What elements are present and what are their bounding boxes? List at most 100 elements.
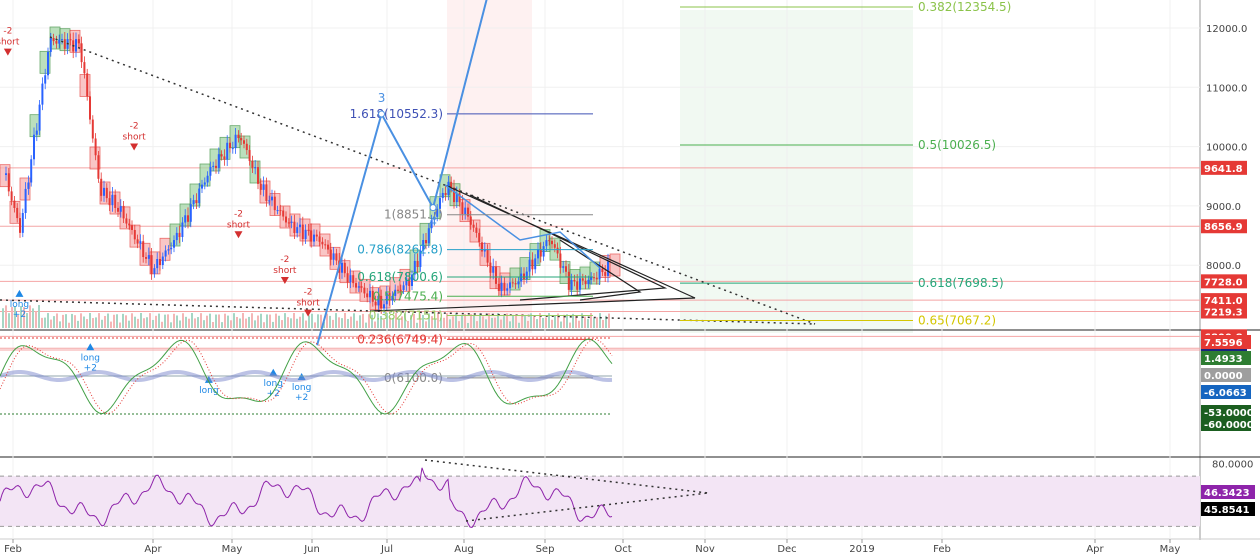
volume-bar [125, 315, 127, 328]
volume-bar [311, 313, 313, 328]
volume-bar [599, 313, 601, 328]
candle-body [601, 268, 604, 273]
volume-bar [212, 322, 214, 328]
candle-body [545, 240, 548, 247]
candle-body [279, 210, 282, 212]
candle-body [187, 215, 189, 222]
volume-bar [506, 313, 508, 328]
volume-bar [185, 316, 187, 328]
short-arrow [130, 143, 139, 151]
volume-bar [380, 316, 382, 328]
rsi-lower-trend [465, 492, 709, 522]
candle-body [506, 288, 509, 291]
candle-body [357, 286, 360, 288]
volume-bar [5, 305, 7, 328]
candle-body [243, 140, 245, 144]
projection-label: 4 [429, 215, 437, 229]
candle-body [531, 259, 534, 270]
volume-bar [176, 315, 178, 328]
volume-bar [251, 313, 253, 328]
fib-label: 0.382(7151) [369, 309, 443, 323]
x-tick-label: Dec [777, 544, 796, 555]
volume-bar [323, 321, 325, 328]
candle-body [47, 51, 49, 76]
candle-body [117, 207, 119, 212]
candle-body [313, 234, 315, 242]
candle-body [100, 178, 103, 196]
volume-bar [293, 313, 295, 328]
volume-bar [512, 314, 514, 328]
projection-point [378, 110, 386, 118]
fib-label: 0.786(8262.8) [357, 243, 443, 257]
volume-bar [236, 316, 238, 328]
volume-bar [476, 321, 478, 328]
candle-body [226, 142, 229, 160]
candle-body [335, 253, 338, 261]
volume-bar [119, 322, 121, 328]
volume-bar [518, 322, 520, 328]
volume-bar [14, 306, 16, 328]
candle-body [455, 193, 458, 203]
volume-bar [101, 319, 103, 328]
candle-body [548, 240, 551, 242]
candle-body [318, 236, 321, 242]
candle-body [332, 253, 335, 260]
signal-label: long [264, 379, 283, 389]
volume-bar [110, 321, 112, 328]
volume-bar [287, 317, 289, 328]
candle-body [416, 260, 419, 268]
volume-bar [551, 319, 553, 328]
candle-body [27, 182, 30, 189]
candle-body [133, 229, 136, 240]
candle-body [565, 266, 567, 272]
candle-body [248, 150, 251, 161]
candle-body [343, 262, 346, 274]
osc-badge-label: -53.0000 [1204, 408, 1254, 419]
osc-badge [1201, 405, 1251, 419]
volume-bar [173, 313, 175, 328]
volume-bar [494, 317, 496, 328]
volume-bar [374, 321, 376, 328]
volume-bar [41, 317, 43, 328]
volume-bar [80, 313, 82, 328]
x-tick-label: Jul [380, 544, 393, 555]
x-tick-label: Apr [1086, 544, 1104, 555]
candle-body [528, 259, 531, 272]
candle-body [58, 39, 61, 44]
volume-bar [320, 314, 322, 328]
candle-body [394, 289, 397, 296]
candle-body [436, 208, 439, 217]
fib-label: 0.618(7698.5) [918, 276, 1004, 290]
volume-bar [2, 308, 4, 328]
volume-bar [464, 314, 466, 328]
candle-body [49, 38, 52, 52]
cloud-segment [209, 148, 221, 172]
volume-bar [56, 313, 58, 328]
candle-body [86, 73, 89, 97]
fib-label: 0.5(10026.5) [918, 138, 996, 152]
x-tick-label: May [1160, 544, 1181, 555]
volume-bar [524, 315, 526, 328]
fib-label: 0.236(6749.4) [357, 332, 443, 346]
candle-body [234, 134, 237, 149]
volume-bar [452, 316, 454, 328]
fib-label: 0.65(7067.2) [918, 314, 996, 328]
volume-bar [542, 318, 544, 328]
volume-bar [263, 322, 265, 328]
candle-body [422, 239, 425, 251]
volume-bar [89, 313, 91, 328]
x-tick-label: Feb [4, 544, 22, 555]
candle-body [299, 224, 301, 228]
candle-body [10, 191, 13, 201]
rsi-band-fill [0, 476, 1200, 527]
volume-bar [503, 316, 505, 328]
candle-body [607, 261, 609, 276]
volume-bar [314, 322, 316, 328]
volume-bar [338, 317, 340, 328]
volume-bar [248, 316, 250, 328]
candle-body [38, 104, 41, 131]
candle-body [584, 280, 587, 285]
candle-body [262, 184, 265, 190]
candle-body [108, 198, 111, 206]
